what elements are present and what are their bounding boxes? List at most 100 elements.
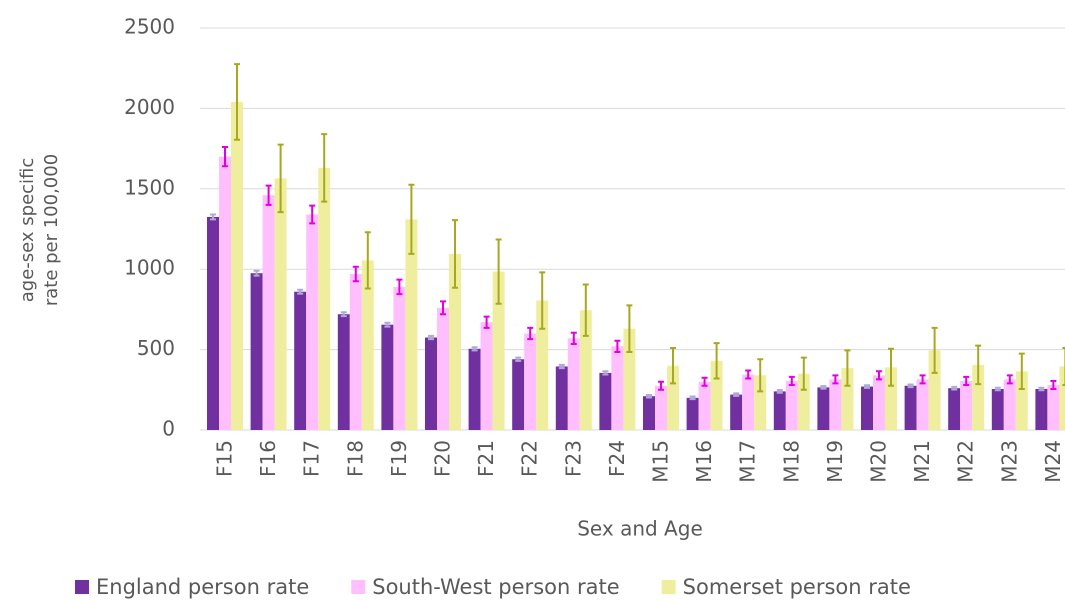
error-bar: [757, 358, 764, 393]
legend-label: South-West person rate: [372, 575, 619, 599]
error-bar: [428, 334, 434, 341]
error-bar: [658, 380, 664, 391]
bar: [904, 385, 917, 430]
legend-swatch: [661, 580, 676, 594]
bar: [861, 386, 873, 430]
error-bar: [963, 375, 970, 386]
error-bar: [253, 269, 260, 277]
error-bar: [876, 370, 882, 381]
error-bar: [297, 288, 304, 295]
bar: [349, 274, 362, 430]
x-tick-label: M17: [736, 440, 760, 483]
error-bar: [745, 369, 752, 380]
x-tick-label: M23: [997, 440, 1021, 483]
error-bar: [452, 219, 458, 289]
error-bar: [864, 384, 870, 389]
bar: [567, 338, 580, 430]
bar: [207, 216, 219, 430]
bar: [785, 380, 798, 430]
error-bar: [907, 383, 914, 389]
bar: [611, 346, 624, 430]
bar: [885, 367, 897, 430]
bar: [960, 380, 973, 430]
bar: [262, 195, 275, 430]
error-bar: [994, 386, 1001, 392]
bar: [916, 379, 929, 430]
bar: [1035, 388, 1048, 430]
legend-swatch: [75, 580, 89, 594]
y-axis-title: rate per 100,000: [41, 154, 62, 306]
bar: [274, 178, 287, 430]
legend-label: Somerset person rate: [683, 575, 911, 599]
x-tick-label: F18: [343, 440, 367, 477]
bar: [643, 396, 655, 430]
error-bar: [646, 393, 652, 399]
bar: [381, 324, 394, 430]
bar: [928, 350, 941, 430]
error-bar: [440, 300, 446, 316]
error-bar: [975, 344, 982, 386]
bar: [405, 219, 418, 430]
bar: [306, 214, 319, 430]
error-bar: [701, 376, 708, 387]
error-bar: [670, 346, 676, 385]
bar: [655, 385, 667, 430]
error-bar: [483, 315, 490, 329]
error-bar: [340, 311, 347, 318]
error-bar: [614, 339, 621, 354]
bar: [686, 397, 699, 430]
bar: [797, 373, 810, 430]
error-bar: [265, 184, 272, 206]
error-bar: [844, 349, 851, 387]
x-tick-label: F23: [561, 440, 585, 477]
error-bar: [1018, 352, 1025, 390]
x-tick-label: F19: [387, 440, 411, 477]
x-tick-label: M22: [954, 440, 978, 483]
bar: [948, 388, 961, 430]
error-bar: [582, 283, 589, 337]
x-tick-label: F20: [431, 440, 455, 477]
y-tick-label: 0: [162, 417, 175, 441]
x-tick-label: F22: [518, 440, 542, 477]
bar: [730, 394, 743, 430]
x-tick-label: M24: [1041, 440, 1065, 483]
bar: [817, 387, 830, 430]
bar: [337, 314, 350, 430]
bar: [393, 286, 406, 430]
y-axis-title: age-sex specific: [17, 158, 38, 303]
error-bar: [222, 145, 228, 168]
bar: [742, 374, 755, 430]
error-bar: [396, 278, 403, 296]
error-bar: [626, 304, 633, 354]
bar: [1015, 371, 1028, 430]
bar: [623, 328, 636, 430]
legend-swatch: [351, 580, 366, 594]
error-bar: [800, 356, 807, 391]
error-bar: [321, 133, 328, 203]
error-bar: [1050, 379, 1057, 390]
x-tick-label: F16: [256, 440, 280, 477]
x-tick-label: F17: [300, 440, 324, 477]
bar: [829, 379, 842, 430]
bar: [1059, 366, 1065, 430]
error-bar: [931, 326, 938, 374]
bar: [492, 271, 505, 430]
y-tick-label: 1000: [124, 256, 175, 280]
bar: [468, 348, 481, 430]
error-bar: [515, 356, 522, 362]
y-tick-label: 2000: [124, 95, 175, 119]
bar: [667, 365, 679, 430]
error-bar: [733, 392, 740, 397]
bar: [480, 322, 493, 430]
error-bar: [210, 213, 216, 221]
error-bar: [602, 370, 609, 376]
x-tick-label: M15: [649, 440, 673, 483]
bar: [873, 375, 885, 430]
bar: [318, 167, 331, 430]
x-tick-label: F15: [213, 440, 237, 477]
error-bar: [1038, 386, 1045, 392]
bar: [294, 291, 307, 430]
x-tick-label: M20: [867, 440, 891, 483]
error-bar: [471, 346, 478, 352]
y-tick-label: 1500: [124, 175, 175, 199]
